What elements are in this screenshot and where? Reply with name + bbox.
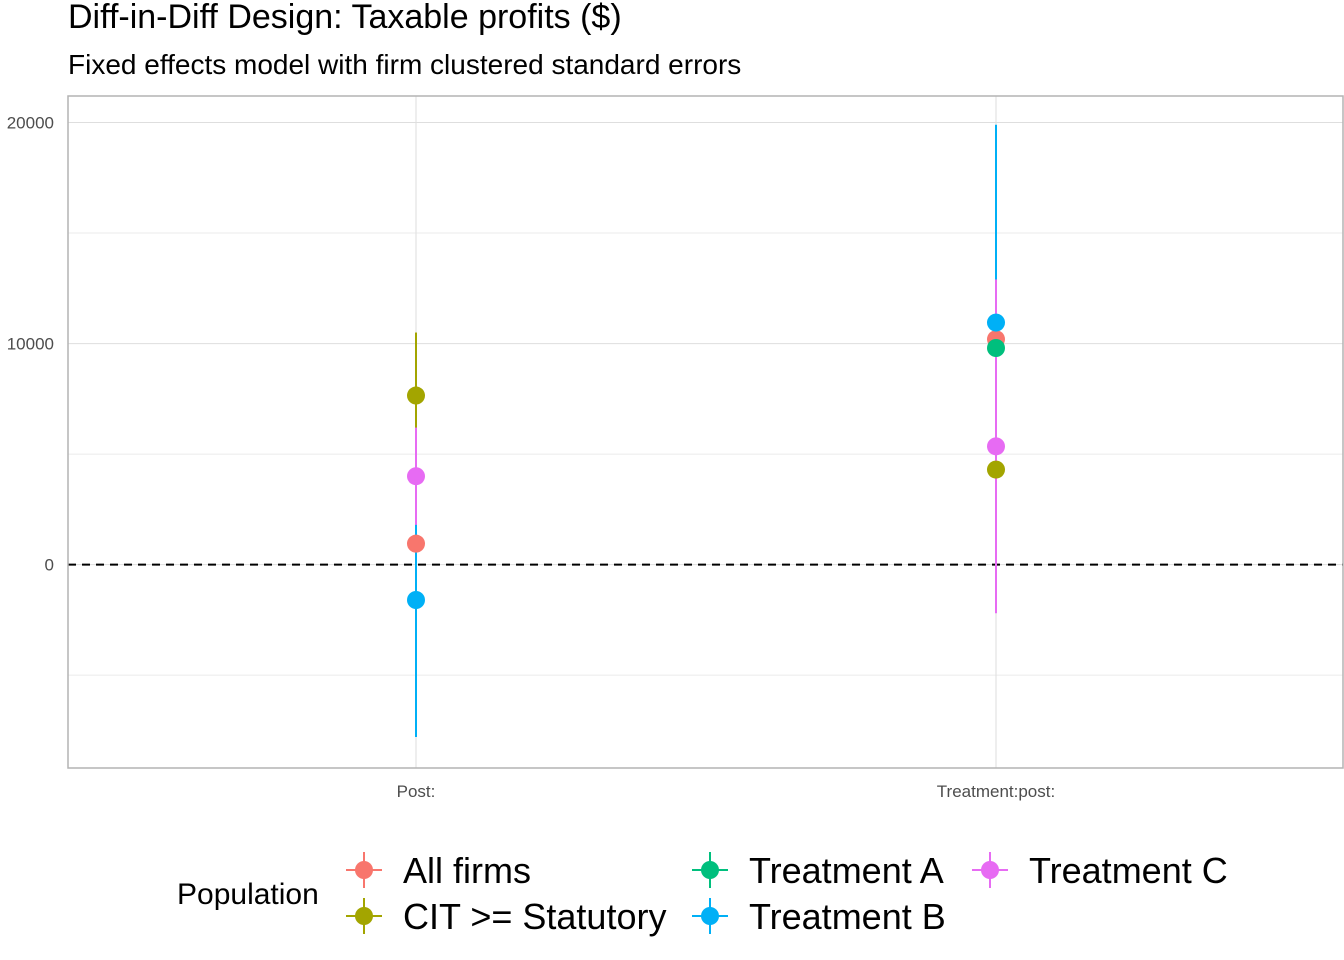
legend: Population All firms CIT >= Statutory Trea… xyxy=(177,850,1228,937)
y-tick-label: 20000 xyxy=(7,114,54,133)
y-tick-label: 0 xyxy=(45,556,54,575)
legend-item: All firms xyxy=(346,850,531,891)
point-estimate xyxy=(987,313,1005,332)
legend-key-point xyxy=(981,861,999,879)
legend-item: Treatment B xyxy=(692,896,946,937)
legend-label: Treatment B xyxy=(749,896,946,937)
x-axis: Post: Treatment:post: xyxy=(397,782,1056,801)
legend-item: Treatment A xyxy=(692,850,944,891)
legend-key-point xyxy=(701,861,719,879)
point-estimate xyxy=(407,467,425,486)
point-estimate xyxy=(407,534,425,553)
legend-label: CIT >= Statutory xyxy=(403,896,666,937)
y-tick-label: 10000 xyxy=(7,335,54,354)
point-estimate xyxy=(987,339,1005,357)
legend-label: All firms xyxy=(403,850,531,891)
y-axis: 0 10000 20000 xyxy=(7,114,54,575)
legend-key-point xyxy=(355,861,373,879)
point-estimate xyxy=(987,437,1005,456)
x-tick-label: Treatment:post: xyxy=(937,782,1055,801)
chart-title: Diff-in-Diff Design: Taxable profits ($) xyxy=(68,0,622,36)
legend-label: Treatment A xyxy=(749,850,944,891)
legend-item: CIT >= Statutory xyxy=(346,896,666,937)
legend-key-point xyxy=(355,907,373,925)
chart-subtitle: Fixed effects model with firm clustered … xyxy=(68,49,741,80)
legend-title: Population xyxy=(177,878,319,911)
point-estimate xyxy=(987,460,1005,479)
point-estimate xyxy=(407,386,425,405)
plot-panel xyxy=(67,95,1344,769)
legend-item: Treatment C xyxy=(972,850,1228,891)
legend-key-point xyxy=(701,907,719,925)
panel-border xyxy=(67,95,1344,769)
point-estimate xyxy=(407,591,425,609)
legend-label: Treatment C xyxy=(1029,850,1228,891)
x-tick-label: Post: xyxy=(397,782,436,801)
